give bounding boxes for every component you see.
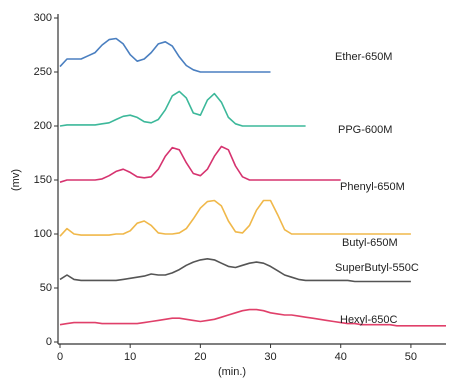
y-axis-label: (mv) xyxy=(10,169,22,191)
x-tick-label: 40 xyxy=(335,351,347,363)
series-label: PPG-600M xyxy=(338,124,392,136)
y-tick-label: 0 xyxy=(46,336,52,348)
series-line xyxy=(59,199,411,237)
series-line xyxy=(59,90,306,127)
series-line xyxy=(59,145,341,183)
series-label: SuperButyl-550C xyxy=(335,262,419,274)
y-tick-label: 250 xyxy=(34,66,52,78)
x-tick-label: 30 xyxy=(264,351,276,363)
series-line xyxy=(59,308,446,327)
x-tick-label: 0 xyxy=(57,351,63,363)
y-tick-label: 50 xyxy=(40,282,52,294)
y-tick-label: 200 xyxy=(34,120,52,132)
x-tick-label: 10 xyxy=(124,351,136,363)
series-line xyxy=(59,258,411,283)
series-label: Butyl-650M xyxy=(342,237,398,249)
series-label: Hexyl-650C xyxy=(340,314,398,326)
series-line xyxy=(59,37,271,73)
series-label: Phenyl-650M xyxy=(340,181,405,193)
x-tick-label: 50 xyxy=(405,351,417,363)
series-label: Ether-650M xyxy=(335,51,392,63)
x-tick-label: 20 xyxy=(194,351,206,363)
y-tick-label: 100 xyxy=(34,228,52,240)
x-axis-label: (min.) xyxy=(218,366,246,378)
y-tick-label: 300 xyxy=(34,12,52,24)
y-tick-label: 150 xyxy=(34,174,52,186)
